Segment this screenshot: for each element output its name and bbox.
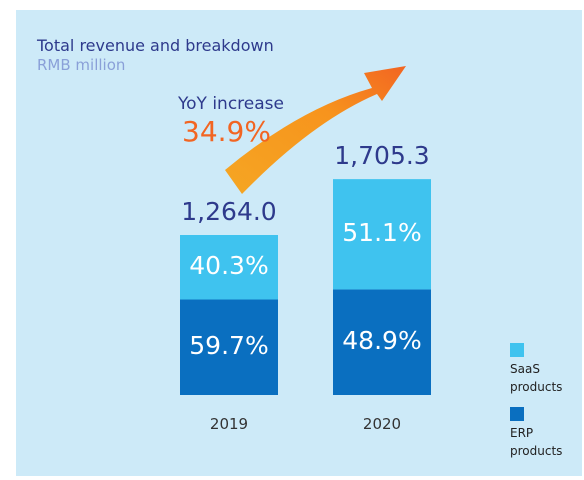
segment-label: 48.9% (342, 326, 422, 356)
legend-label: SaaS products (510, 362, 563, 394)
bar-segment (333, 179, 431, 290)
segment-label: 40.3% (189, 251, 269, 281)
segment-label: 59.7% (189, 331, 269, 361)
x-tick-label: 2019 (209, 415, 249, 433)
bar-segment (333, 289, 431, 395)
bar-segment (180, 235, 278, 300)
background (16, 10, 582, 476)
legend-swatch (510, 343, 524, 357)
annotation: YoY increase (178, 94, 284, 114)
growth-arrow (225, 66, 406, 194)
legend-swatch (510, 407, 524, 421)
legend-label: ERP products (510, 426, 563, 458)
x-tick-label: 2020 (362, 415, 402, 433)
chart-subtitle: RMB million (37, 56, 126, 74)
segment-label: 51.1% (342, 218, 422, 248)
annotation-value: 34.9% (182, 115, 271, 148)
chart-title: Total revenue and breakdown (37, 36, 274, 55)
bar-segment (180, 299, 278, 395)
total-label: 1,264.0 (181, 197, 277, 226)
total-label: 1,705.3 (334, 141, 430, 171)
